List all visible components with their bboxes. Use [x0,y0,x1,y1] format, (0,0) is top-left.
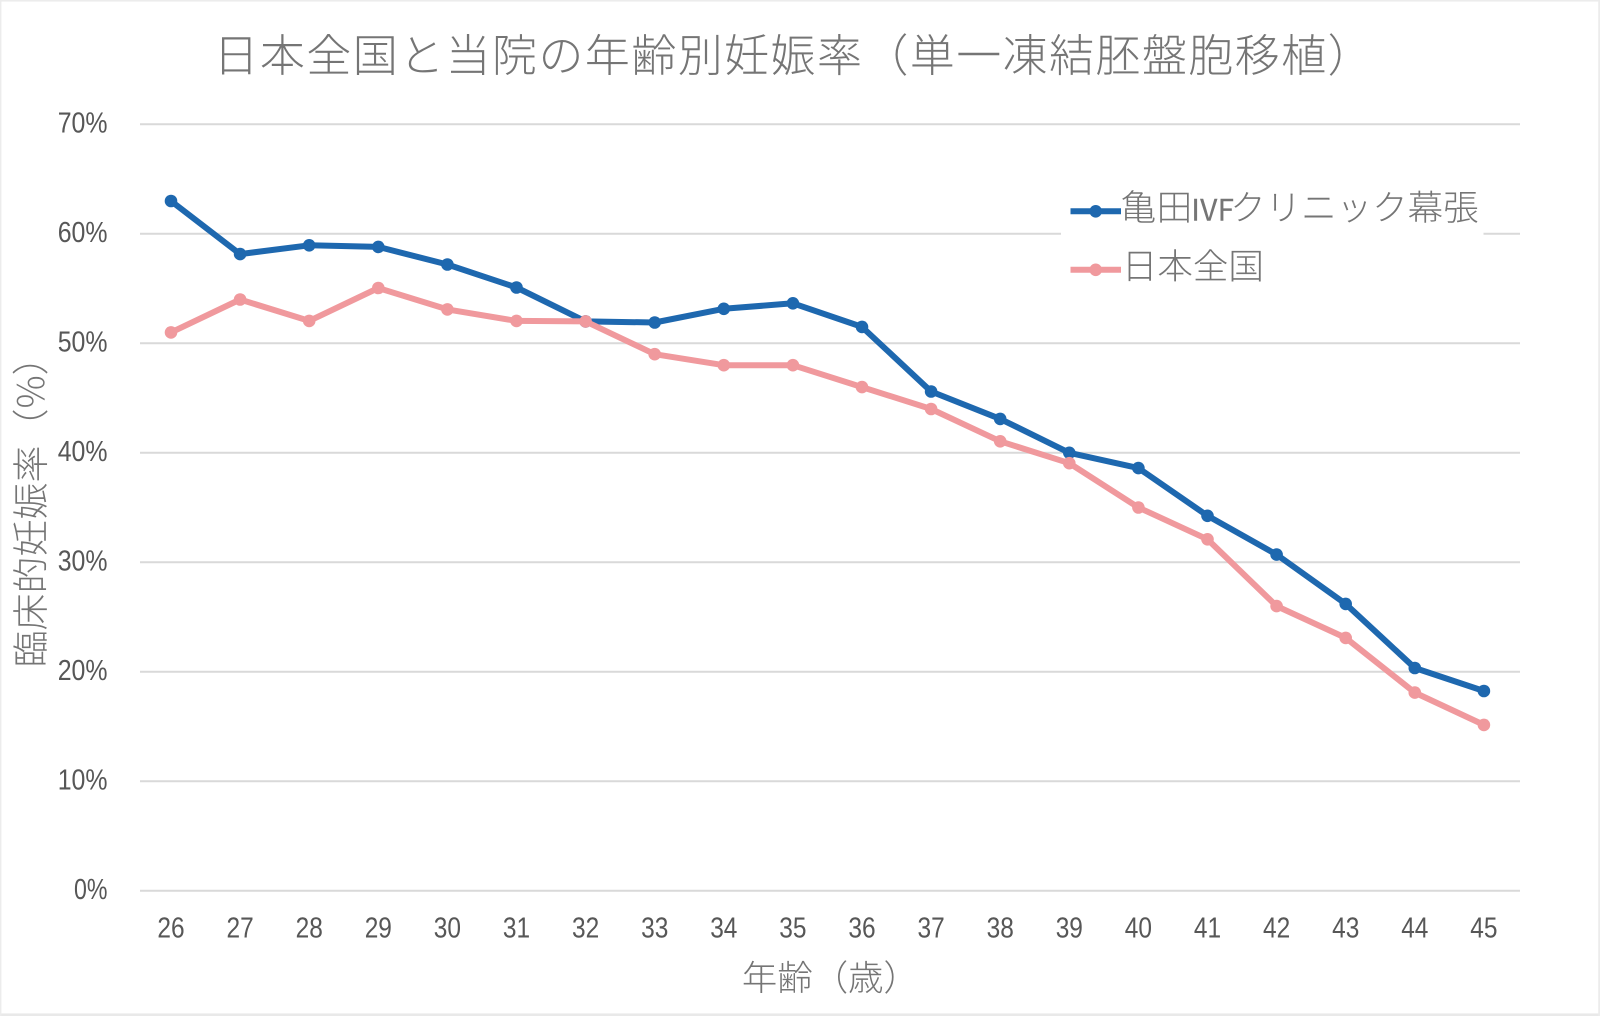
svg-text:36: 36 [848,912,875,944]
svg-text:37: 37 [918,912,945,944]
svg-text:30: 30 [434,912,461,944]
svg-text:31: 31 [503,912,530,944]
svg-text:0%: 0% [74,874,108,906]
svg-text:41: 41 [1194,912,1221,944]
svg-text:35: 35 [779,912,806,944]
svg-text:28: 28 [296,912,323,944]
svg-text:10%: 10% [58,765,108,797]
svg-text:39: 39 [1056,912,1083,944]
svg-text:45: 45 [1470,912,1497,944]
svg-text:42: 42 [1263,912,1290,944]
svg-text:32: 32 [572,912,599,944]
svg-text:50%: 50% [58,327,108,359]
svg-text:27: 27 [227,912,254,944]
svg-text:29: 29 [365,912,392,944]
svg-text:60%: 60% [58,217,108,249]
svg-text:34: 34 [710,912,737,944]
svg-text:40%: 40% [58,436,108,468]
svg-text:70%: 70% [58,108,108,140]
svg-text:38: 38 [987,912,1014,944]
svg-text:33: 33 [641,912,668,944]
svg-text:30%: 30% [58,546,108,578]
svg-text:26: 26 [157,912,184,944]
svg-text:44: 44 [1401,912,1428,944]
svg-text:20%: 20% [58,655,108,687]
svg-text:43: 43 [1332,912,1359,944]
svg-text:40: 40 [1125,912,1152,944]
